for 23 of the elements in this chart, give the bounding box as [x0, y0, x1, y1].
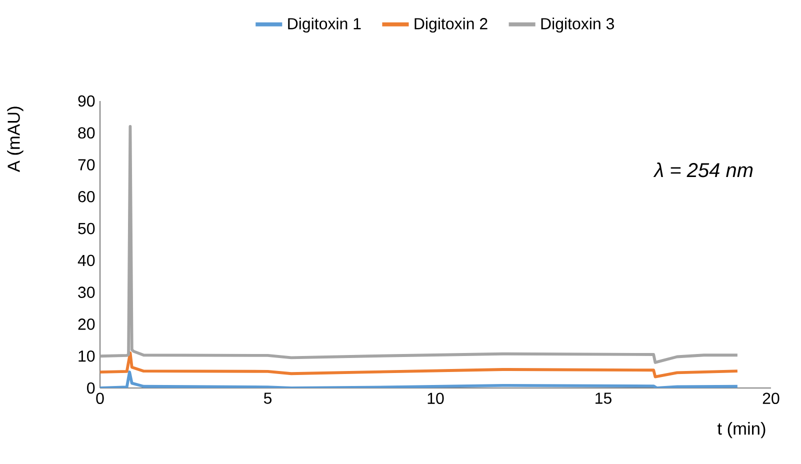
- y-tick-label: 60: [78, 191, 95, 202]
- y-tick-label: 70: [78, 159, 95, 170]
- y-tick-label: 90: [78, 95, 95, 107]
- legend-label: Digitoxin 3: [541, 18, 614, 33]
- x-axis-title: t (min): [717, 422, 766, 438]
- annotation: λ = 254 nm: [653, 162, 753, 178]
- y-tick-label: 50: [78, 222, 95, 234]
- line-series: [100, 351, 739, 378]
- y-axis-title: A (mAU): [7, 106, 24, 172]
- x-tick-label: 15: [596, 392, 612, 404]
- line-series: [100, 370, 739, 388]
- y-tick-label: 10: [78, 350, 95, 362]
- y-tick-label: 80: [78, 127, 95, 139]
- x-tick-label: 0: [96, 392, 104, 404]
- y-tick-label: 40: [78, 254, 95, 266]
- x-tick-label: 10: [428, 392, 444, 404]
- legend-label: Digitoxin 2: [414, 18, 488, 33]
- x-tick-label: 20: [762, 392, 780, 404]
- legend-label: Digitoxin 1: [288, 18, 361, 33]
- x-tick-label: 5: [264, 392, 272, 404]
- y-tick-label: 0: [87, 382, 95, 394]
- y-tick-label: 30: [78, 286, 95, 298]
- y-tick-label: 20: [78, 318, 95, 330]
